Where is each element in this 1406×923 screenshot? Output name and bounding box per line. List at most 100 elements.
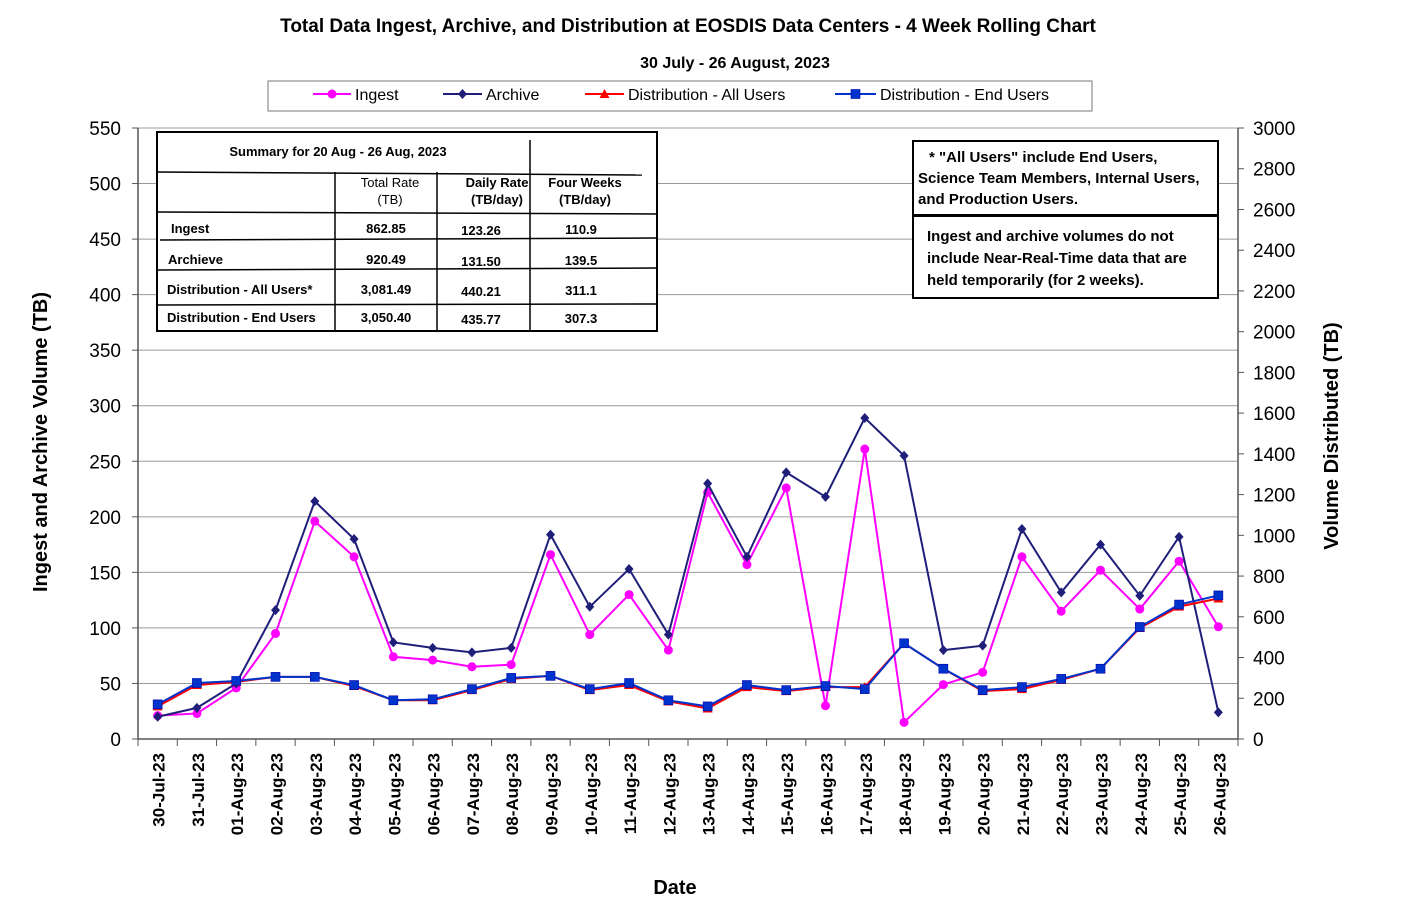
data-point-ingest <box>899 717 909 727</box>
data-point-ingest <box>271 628 280 638</box>
summary-header: Daily Rate <box>466 175 529 190</box>
summary-total: 3,050.40 <box>361 310 412 325</box>
chart-subtitle: 30 July - 26 August, 2023 <box>640 55 830 72</box>
x-tick-label: 09-Aug-23 <box>543 753 562 835</box>
y-tick-label-right: 2600 <box>1253 200 1295 221</box>
x-tick-label: 10-Aug-23 <box>582 753 601 835</box>
y-tick-label-right: 2400 <box>1253 241 1295 262</box>
data-point-ingest <box>781 483 791 493</box>
data-point-distribution-end-users <box>859 684 870 694</box>
data-point-ingest <box>821 701 830 711</box>
legend-marker <box>458 89 467 99</box>
data-point-archive <box>467 647 477 658</box>
data-point-ingest <box>978 667 988 677</box>
y-tick-label-right: 2200 <box>1253 282 1295 303</box>
y-tick-label-left: 550 <box>89 119 121 140</box>
data-point-distribution-end-users <box>1174 599 1184 610</box>
x-tick-label: 26-Aug-23 <box>1210 753 1229 835</box>
note-line-nrt: held temporarily (for 2 weeks). <box>927 272 1144 289</box>
data-point-distribution-end-users <box>270 672 281 682</box>
y-tick-label-left: 350 <box>89 341 121 362</box>
data-point-archive <box>703 478 713 489</box>
y-tick-label-right: 200 <box>1253 689 1285 710</box>
x-tick-label: 05-Aug-23 <box>385 753 404 835</box>
data-point-distribution-end-users <box>624 678 634 688</box>
data-point-archive <box>506 642 516 653</box>
summary-daily: 440.21 <box>461 284 501 299</box>
series-ingest <box>153 444 1223 727</box>
data-point-ingest <box>546 550 555 560</box>
data-point-distribution-end-users <box>781 685 792 695</box>
legend-label: Distribution - End Users <box>880 87 1049 104</box>
data-point-archive <box>349 534 359 545</box>
legend-label: Archive <box>486 87 539 104</box>
data-point-archive <box>310 496 320 507</box>
x-tick-label: 17-Aug-23 <box>857 753 876 835</box>
legend-item-distribution-end-users: Distribution - End Users <box>835 87 1049 104</box>
x-tick-label: 08-Aug-23 <box>503 753 522 835</box>
y-tick-label-left: 450 <box>89 230 121 251</box>
y-tick-label-left: 500 <box>89 175 121 196</box>
data-point-distribution-end-users <box>1056 674 1067 684</box>
x-tick-label: 06-Aug-23 <box>425 753 444 835</box>
note-line-all-users: * "All Users" include End Users, <box>929 149 1157 166</box>
x-axis-ticks: 30-Jul-23 31-Jul-23 01-Aug-23 02-Aug-23 03-A… <box>137 739 1239 835</box>
data-point-ingest <box>310 516 320 526</box>
data-point-distribution-end-users <box>1213 590 1224 601</box>
y-tick-label-right: 1000 <box>1253 526 1295 547</box>
data-point-distribution-end-users <box>899 638 909 649</box>
x-tick-label: 25-Aug-23 <box>1171 753 1190 835</box>
y-tick-label-right: 1600 <box>1253 404 1295 425</box>
y-tick-label-right: 2000 <box>1253 323 1295 344</box>
y-tick-label-right: 1800 <box>1253 363 1295 384</box>
summary-header: (TB) <box>377 192 402 207</box>
data-point-archive <box>1056 587 1066 598</box>
data-point-ingest <box>1135 604 1145 614</box>
data-point-ingest <box>938 680 948 690</box>
data-point-distribution-end-users <box>938 663 949 674</box>
data-point-archive <box>821 491 830 502</box>
summary-total: 3,081.49 <box>361 282 412 297</box>
y-tick-label-left: 200 <box>89 508 121 529</box>
y-tick-label-right: 3000 <box>1253 119 1295 140</box>
y-axis-label-right: Volume Distributed (TB) <box>1321 322 1343 549</box>
y-tick-label-left: 400 <box>89 286 121 307</box>
data-point-ingest <box>1213 622 1223 632</box>
x-tick-label: 11-Aug-23 <box>621 753 640 834</box>
data-point-distribution-end-users <box>1017 682 1027 692</box>
data-point-archive <box>1096 539 1105 550</box>
x-tick-label: 16-Aug-23 <box>818 753 837 835</box>
data-point-archive <box>742 551 752 562</box>
series-distribution-end-users <box>152 590 1224 712</box>
data-point-distribution-end-users <box>977 685 988 695</box>
table-rule <box>156 303 658 306</box>
x-tick-label: 15-Aug-23 <box>778 753 797 835</box>
data-point-ingest <box>1017 552 1027 562</box>
x-tick-label: 03-Aug-23 <box>307 753 326 835</box>
data-point-distribution-end-users <box>506 673 517 683</box>
summary-four-weeks: 311.1 <box>565 283 597 298</box>
x-tick-label: 20-Aug-23 <box>975 753 994 835</box>
legend-item-distribution-all-users: Distribution - All Users <box>585 87 785 104</box>
x-tick-label: 02-Aug-23 <box>268 753 287 835</box>
left-y-axis-ticks: 0 50 100 150 200 250 300 350 400 450 500 550 <box>89 119 138 751</box>
summary-table-frame <box>156 131 658 332</box>
y-tick-label-left: 50 <box>100 674 121 695</box>
summary-row-label: Ingest <box>171 221 210 236</box>
x-tick-label: 18-Aug-23 <box>896 753 915 835</box>
x-tick-label: 23-Aug-23 <box>1093 753 1112 835</box>
summary-header: Total Rate <box>361 175 420 190</box>
data-point-distribution-end-users <box>584 684 595 694</box>
data-point-distribution-end-users <box>427 694 438 705</box>
y-tick-label-left: 0 <box>110 730 121 751</box>
right-y-axis-ticks: 0 200 400 600 800 1000 1200 1400 1600 1800 2000 220… <box>1238 119 1295 751</box>
y-tick-label-right: 600 <box>1253 608 1285 629</box>
notes: * "All Users" include End Users, Science … <box>912 140 1219 299</box>
data-point-distribution-end-users <box>349 680 359 690</box>
x-axis-label: Date <box>653 877 696 899</box>
data-point-archive <box>546 529 555 540</box>
x-tick-label: 07-Aug-23 <box>464 753 483 835</box>
data-point-distribution-end-users <box>231 676 242 686</box>
